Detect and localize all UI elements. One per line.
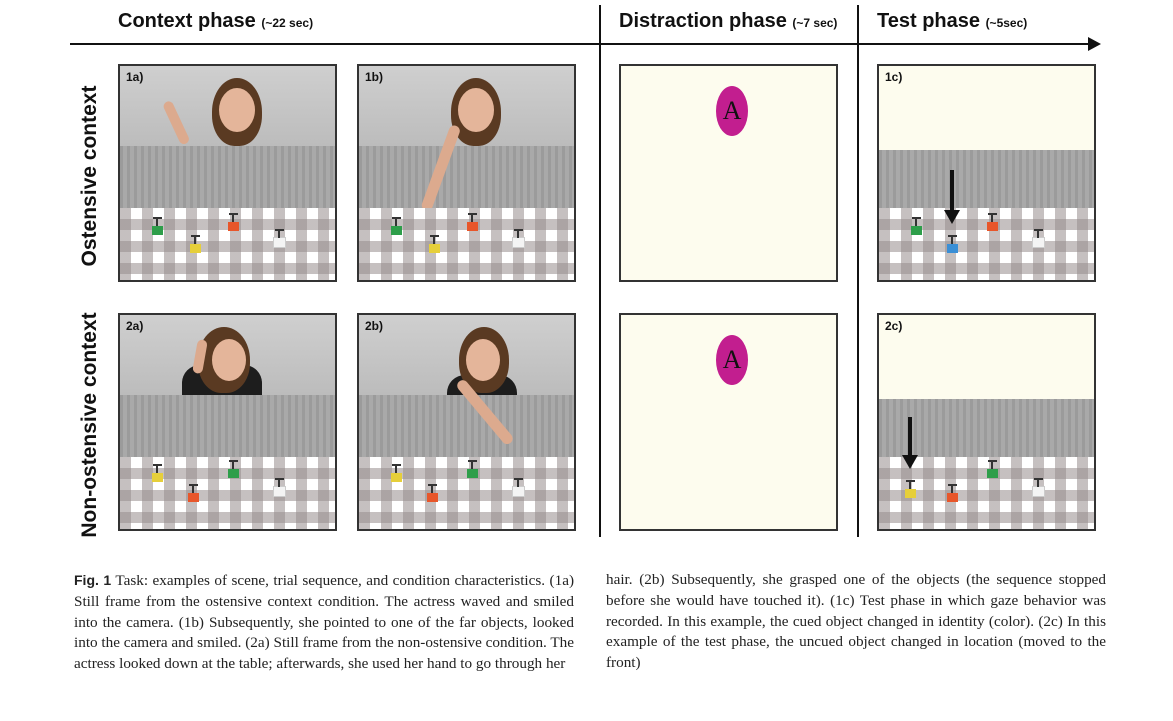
object-green: [391, 217, 402, 235]
object-red: [947, 484, 958, 502]
timeline-arrow-icon: [1088, 37, 1101, 51]
panel-2b-still-frame: 2b): [357, 313, 576, 531]
distraction-phase-title: Distraction phase (~7 sec): [619, 10, 837, 33]
object-red: [188, 484, 199, 502]
object-yellow-moved: [905, 480, 916, 498]
object-green: [228, 460, 239, 478]
object-green: [987, 460, 998, 478]
object-green: [911, 217, 922, 235]
panel-label: 1a): [126, 70, 144, 84]
object-white: [1032, 478, 1045, 497]
object-white: [273, 229, 286, 248]
object-white: [1032, 229, 1045, 248]
panel-2c-test-frame: 2c): [877, 313, 1096, 531]
panel-2a-still-frame: 2a): [118, 313, 337, 531]
distraction-phase-name: Distraction phase: [619, 10, 787, 32]
test-phase-name: Test phase: [877, 10, 980, 32]
object-green: [467, 460, 478, 478]
context-phase-name: Context phase: [118, 10, 256, 32]
panel-label: 2a): [126, 319, 144, 333]
distraction-panel-non-ostensive: A: [619, 313, 838, 531]
object-yellow: [429, 235, 440, 253]
context-phase-title: Context phase (~22 sec): [118, 10, 313, 33]
figure-label: Fig. 1: [74, 572, 112, 588]
object-blue-changed: [947, 235, 958, 253]
object-red: [987, 213, 998, 231]
panel-label: 1b): [365, 70, 383, 84]
phase-divider-1: [599, 5, 601, 537]
object-yellow: [152, 464, 163, 482]
object-green: [152, 217, 163, 235]
object-white: [512, 229, 525, 248]
test-phase-duration: (~5sec): [985, 16, 1028, 30]
figure-caption-right: hair. (2b) Subsequently, she grasped one…: [606, 570, 1106, 674]
panel-label: 2b): [365, 319, 383, 333]
row-label-non-ostensive: Non-ostensive context: [78, 312, 101, 538]
object-white: [512, 478, 525, 497]
panel-label: 2c): [885, 319, 903, 333]
panel-label: 1c): [885, 70, 903, 84]
object-red: [467, 213, 478, 231]
cue-arrow-icon: [902, 417, 918, 469]
panel-1b-still-frame: 1b): [357, 64, 576, 282]
context-phase-duration: (~22 sec): [261, 16, 314, 30]
panel-1c-test-frame: 1c): [877, 64, 1096, 282]
distraction-panel-ostensive: A: [619, 64, 838, 282]
caption-text-right: hair. (2b) Subsequently, she grasped one…: [606, 571, 1106, 672]
caption-text-left: Task: examples of scene, trial sequence,…: [74, 572, 574, 673]
distraction-letter: A: [716, 86, 748, 136]
object-yellow: [391, 464, 402, 482]
distraction-letter: A: [716, 335, 748, 385]
cue-arrow-icon: [944, 170, 960, 224]
distraction-phase-duration: (~7 sec): [792, 16, 838, 30]
phase-divider-2: [857, 5, 859, 537]
object-red: [427, 484, 438, 502]
row-label-ostensive: Ostensive context: [78, 85, 101, 267]
object-yellow: [190, 235, 201, 253]
object-white: [273, 478, 286, 497]
timeline-axis: [70, 43, 1090, 45]
figure-caption-left: Fig. 1 Task: examples of scene, trial se…: [74, 570, 574, 675]
object-red: [228, 213, 239, 231]
panel-1a-still-frame: 1a): [118, 64, 337, 282]
test-phase-title: Test phase (~5sec): [877, 10, 1027, 33]
